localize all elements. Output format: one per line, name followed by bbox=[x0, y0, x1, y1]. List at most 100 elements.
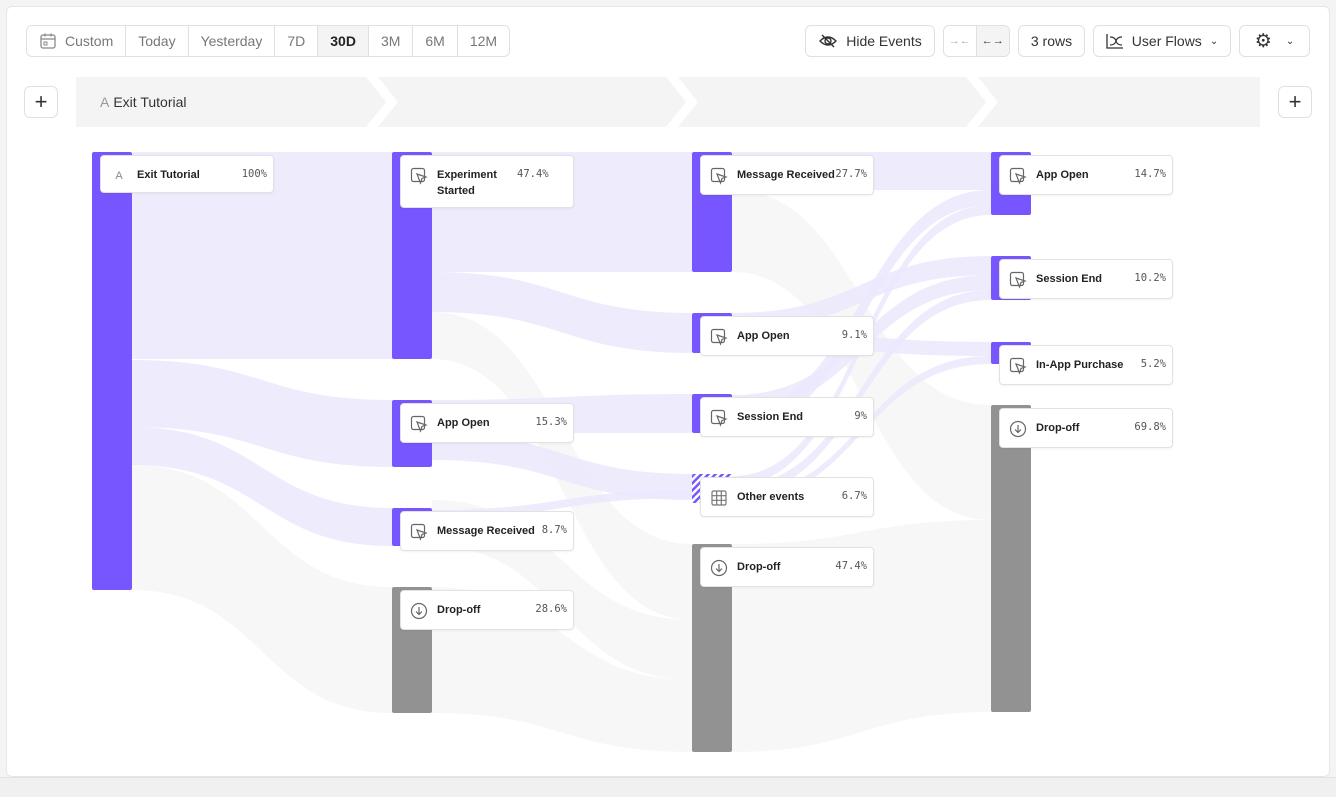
flow-node-card[interactable]: App Open 15.3% bbox=[400, 403, 574, 443]
date-today-button[interactable]: Today bbox=[126, 26, 189, 56]
add-step-after-button[interactable]: + bbox=[1278, 86, 1312, 118]
date-30d-button[interactable]: 30D bbox=[318, 26, 369, 56]
node-name: Message Received bbox=[737, 169, 835, 181]
click-icon bbox=[709, 327, 729, 347]
node-percent: 15.3% bbox=[535, 416, 567, 428]
rows-button[interactable]: 3 rows bbox=[1018, 25, 1085, 57]
flow-node-card[interactable]: App Open 14.7% bbox=[999, 155, 1173, 195]
click-icon bbox=[709, 166, 729, 186]
date-range-selector: Custom Today Yesterday 7D 30D 3M 6M 12M bbox=[26, 25, 511, 57]
node-name: App Open bbox=[1036, 169, 1089, 181]
node-bar[interactable] bbox=[692, 544, 732, 752]
node-percent: 28.6% bbox=[535, 603, 567, 615]
flow-node-card[interactable]: Other events 6.7% bbox=[700, 477, 874, 517]
flow-node-card[interactable]: Drop-off 69.8% bbox=[999, 408, 1173, 448]
flow-link[interactable] bbox=[732, 290, 991, 496]
add-step-before-button[interactable]: + bbox=[24, 86, 58, 118]
node-percent: 6.7% bbox=[841, 490, 867, 502]
collapse-button[interactable]: →← bbox=[944, 26, 977, 56]
chevron-down-icon: ⌄ bbox=[1285, 35, 1295, 47]
flow-node-card[interactable]: Message Received 27.7% bbox=[700, 155, 874, 195]
click-icon bbox=[409, 166, 429, 186]
flow-link[interactable] bbox=[132, 152, 392, 359]
settings-button[interactable]: ⚙ ⌄ bbox=[1239, 25, 1310, 57]
flow-link[interactable] bbox=[132, 427, 392, 546]
node-name: Drop-off bbox=[737, 561, 781, 573]
node-percent: 47.4% bbox=[517, 168, 549, 180]
node-name: Other events bbox=[737, 491, 805, 503]
footer-bar bbox=[0, 777, 1336, 797]
flow-node-card[interactable]: Session End 9% bbox=[700, 397, 874, 437]
flows-chart-icon bbox=[1106, 34, 1123, 49]
node-name: Drop-off bbox=[1036, 422, 1080, 434]
node-name: Session End bbox=[1036, 273, 1103, 285]
node-name: In-App Purchase bbox=[1036, 359, 1124, 371]
flow-link[interactable] bbox=[432, 272, 692, 353]
node-percent: 69.8% bbox=[1134, 421, 1166, 433]
gear-icon: ⚙ bbox=[1254, 30, 1272, 52]
hide-events-label: Hide Events bbox=[846, 33, 922, 49]
node-bar[interactable] bbox=[991, 405, 1031, 712]
node-percent: 9% bbox=[854, 410, 867, 422]
date-custom-button[interactable]: Custom bbox=[27, 26, 127, 56]
flow-node-card[interactable]: App Open 9.1% bbox=[700, 316, 874, 356]
expand-collapse-toggle: →← ←→ bbox=[943, 25, 1010, 57]
flow-link[interactable] bbox=[432, 433, 692, 500]
flow-link[interactable] bbox=[732, 256, 991, 330]
date-12m-button[interactable]: 12M bbox=[469, 33, 498, 49]
anchor-event: Exit Tutorial bbox=[113, 94, 187, 110]
node-percent: 14.7% bbox=[1134, 168, 1166, 180]
hide-events-button[interactable]: Hide Events bbox=[805, 25, 935, 57]
flow-node-card[interactable]: Drop-off 47.4% bbox=[700, 547, 874, 587]
flow-node-card[interactable]: In-App Purchase 5.2% bbox=[999, 345, 1173, 385]
node-percent: 100% bbox=[241, 168, 267, 180]
flow-node-card[interactable]: Session End 10.2% bbox=[999, 259, 1173, 299]
dropoff-icon bbox=[409, 601, 429, 621]
step-3-chevron[interactable] bbox=[678, 77, 986, 127]
expand-button[interactable]: ←→ bbox=[976, 26, 1009, 56]
node-percent: 5.2% bbox=[1140, 358, 1166, 370]
node-name: App Open bbox=[737, 330, 790, 342]
date-7d-button[interactable]: 7D bbox=[275, 26, 319, 56]
node-name: Exit Tutorial bbox=[137, 169, 200, 181]
anchor-step-label[interactable]: A Exit Tutorial bbox=[100, 94, 190, 110]
dropoff-icon bbox=[709, 558, 729, 578]
node-percent: 10.2% bbox=[1134, 272, 1166, 284]
anchor-letter: A bbox=[100, 94, 110, 110]
click-icon bbox=[1008, 356, 1028, 376]
date-yesterday-button[interactable]: Yesterday bbox=[189, 26, 276, 56]
node-percent: 8.7% bbox=[541, 524, 567, 536]
node-bar[interactable] bbox=[92, 152, 132, 590]
click-icon bbox=[409, 414, 429, 434]
node-percent: 47.4% bbox=[835, 560, 867, 572]
flow-node-card[interactable]: Experiment Started 47.4% bbox=[400, 155, 574, 208]
view-selector[interactable]: User Flows ⌄ bbox=[1093, 25, 1231, 57]
node-name: App Open bbox=[437, 417, 490, 429]
node-name: Session End bbox=[737, 411, 804, 423]
flow-node-card[interactable]: A Exit Tutorial 100% bbox=[100, 155, 274, 193]
click-icon bbox=[1008, 270, 1028, 290]
grid-icon bbox=[709, 488, 729, 508]
dropoff-flow-link[interactable] bbox=[132, 465, 392, 713]
date-3m-button[interactable]: 3M bbox=[369, 26, 414, 56]
flow-node-card[interactable]: Drop-off 28.6% bbox=[400, 590, 574, 630]
flow-link[interactable] bbox=[132, 360, 392, 467]
eye-off-icon bbox=[819, 34, 838, 48]
view-label: User Flows bbox=[1131, 33, 1202, 49]
step-2-chevron[interactable] bbox=[378, 77, 686, 127]
click-icon bbox=[409, 522, 429, 542]
dropoff-icon bbox=[1008, 419, 1028, 439]
node-percent: 27.7% bbox=[835, 168, 867, 180]
step-4-chevron[interactable] bbox=[978, 77, 1260, 127]
step-1-chevron[interactable] bbox=[76, 77, 386, 127]
chevron-down-icon: ⌄ bbox=[1209, 35, 1219, 47]
date-6m-button[interactable]: 6M bbox=[413, 26, 458, 56]
node-name: Message Received bbox=[437, 525, 535, 537]
node-name: Experiment Started bbox=[437, 169, 497, 197]
flow-link[interactable] bbox=[732, 190, 991, 433]
flow-node-card[interactable]: Message Received 8.7% bbox=[400, 511, 574, 551]
calendar-icon bbox=[40, 33, 56, 49]
node-name: Drop-off bbox=[437, 604, 481, 616]
node-percent: 9.1% bbox=[841, 329, 867, 341]
